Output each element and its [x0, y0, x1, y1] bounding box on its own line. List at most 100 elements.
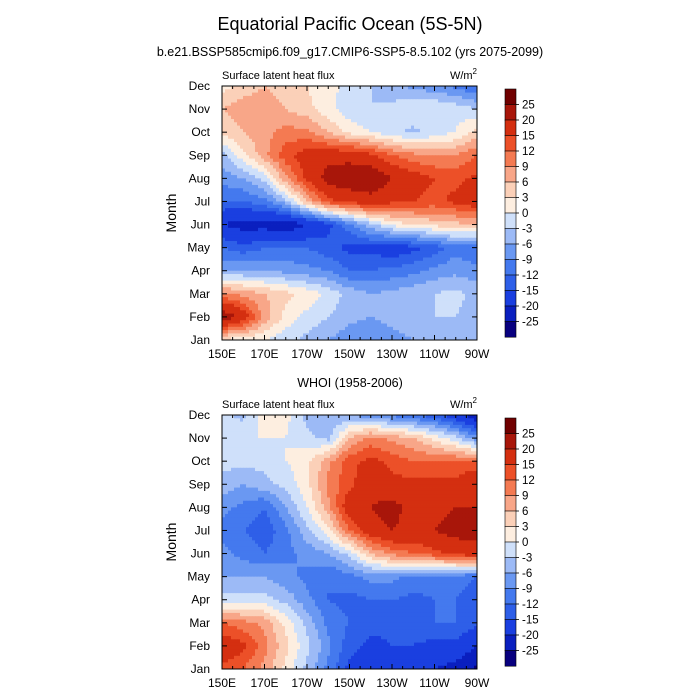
- heatmap-cell: [243, 165, 247, 169]
- heatmap-cell: [420, 155, 424, 159]
- heatmap-cell: [456, 171, 460, 176]
- heatmap-cell: [450, 102, 454, 107]
- heatmap-cell: [417, 89, 421, 93]
- heatmap-cell: [378, 234, 382, 239]
- heatmap-cell: [396, 184, 400, 189]
- heatmap-cell: [321, 250, 325, 255]
- heatmap-cell: [441, 125, 445, 130]
- heatmap-cell: [408, 161, 412, 166]
- heatmap-cell: [303, 270, 307, 275]
- heatmap-cell: [414, 198, 418, 202]
- heatmap-cell: [279, 142, 283, 146]
- heatmap-cell: [357, 148, 361, 153]
- heatmap-cell: [285, 165, 289, 169]
- heatmap-cell: [321, 135, 325, 140]
- heatmap-cell: [270, 168, 274, 173]
- heatmap-cell: [399, 234, 403, 239]
- heatmap-cell: [381, 247, 385, 252]
- heatmap-cell: [396, 264, 400, 268]
- heatmap-cell: [468, 125, 472, 130]
- heatmap-cell: [297, 184, 301, 189]
- heatmap-cell: [306, 175, 310, 179]
- heatmap-cell: [333, 122, 337, 126]
- heatmap-cell: [471, 165, 475, 169]
- heatmap-cell: [297, 191, 301, 196]
- heatmap-cell: [240, 148, 244, 153]
- heatmap-cell: [300, 247, 304, 252]
- heatmap-cell: [462, 241, 466, 245]
- heatmap-cell: [462, 244, 466, 249]
- heatmap-cell: [237, 224, 241, 229]
- heatmap-cell: [429, 151, 433, 156]
- heatmap-cell: [258, 135, 262, 140]
- heatmap-cell: [312, 145, 316, 150]
- heatmap-cell: [282, 194, 286, 199]
- heatmap-cell: [315, 198, 319, 202]
- heatmap-cell: [441, 270, 445, 275]
- heatmap-cell: [342, 188, 346, 192]
- heatmap-cell: [318, 234, 322, 239]
- heatmap-cell: [273, 181, 277, 186]
- heatmap-cell: [249, 148, 253, 153]
- heatmap-cell: [273, 274, 277, 278]
- heatmap-cell: [435, 217, 439, 222]
- heatmap-cell: [378, 250, 382, 255]
- heatmap-cell: [426, 175, 430, 179]
- heatmap-cell: [351, 171, 355, 176]
- heatmap-cell: [336, 142, 340, 146]
- heatmap-cell: [264, 237, 268, 242]
- heatmap-cell: [333, 254, 337, 258]
- heatmap-cell: [255, 105, 259, 110]
- heatmap-cell: [369, 135, 373, 140]
- heatmap-cell: [267, 89, 271, 93]
- heatmap-cell: [240, 217, 244, 222]
- heatmap-cell: [357, 244, 361, 249]
- heatmap-cell: [417, 224, 421, 229]
- heatmap-cell: [330, 224, 334, 229]
- heatmap-cell: [282, 161, 286, 166]
- heatmap-cell: [306, 224, 310, 229]
- heatmap-cell: [225, 267, 229, 272]
- heatmap-cell: [237, 122, 241, 126]
- heatmap-cell: [348, 105, 352, 110]
- heatmap-cell: [276, 95, 280, 100]
- heatmap-cell: [246, 122, 250, 126]
- heatmap-cell: [297, 208, 301, 212]
- heatmap-cell: [372, 198, 376, 202]
- heatmap-cell: [453, 250, 457, 255]
- heatmap-cell: [459, 178, 463, 183]
- heatmap-cell: [297, 231, 301, 235]
- heatmap-cell: [402, 142, 406, 146]
- heatmap-cell: [399, 178, 403, 183]
- heatmap-cell: [381, 234, 385, 239]
- heatmap-cell: [396, 214, 400, 219]
- heatmap-cell: [447, 122, 451, 126]
- heatmap-cell: [438, 257, 442, 262]
- heatmap-cell: [291, 247, 295, 252]
- heatmap-cell: [300, 128, 304, 133]
- heatmap-cell: [240, 142, 244, 146]
- heatmap-cell: [471, 148, 475, 153]
- heatmap-cell: [312, 184, 316, 189]
- heatmap-cell: [408, 135, 412, 140]
- heatmap-cell: [450, 227, 454, 232]
- heatmap-cell: [474, 194, 478, 199]
- heatmap-cell: [471, 234, 475, 239]
- heatmap-cell: [333, 89, 337, 93]
- heatmap-cell: [402, 86, 406, 90]
- heatmap-cell: [267, 234, 271, 239]
- heatmap-cell: [363, 135, 367, 140]
- heatmap-cell: [345, 194, 349, 199]
- heatmap-cell: [435, 128, 439, 133]
- heatmap-cell: [384, 148, 388, 153]
- heatmap-cell: [300, 264, 304, 268]
- heatmap-cell: [447, 161, 451, 166]
- heatmap-cell: [267, 125, 271, 130]
- heatmap-cell: [240, 227, 244, 232]
- heatmap-cell: [408, 274, 412, 278]
- heatmap-cell: [360, 277, 364, 282]
- heatmap-cell: [456, 241, 460, 245]
- heatmap-cell: [465, 171, 469, 176]
- heatmap-cell: [288, 155, 292, 159]
- heatmap-cell: [276, 86, 280, 90]
